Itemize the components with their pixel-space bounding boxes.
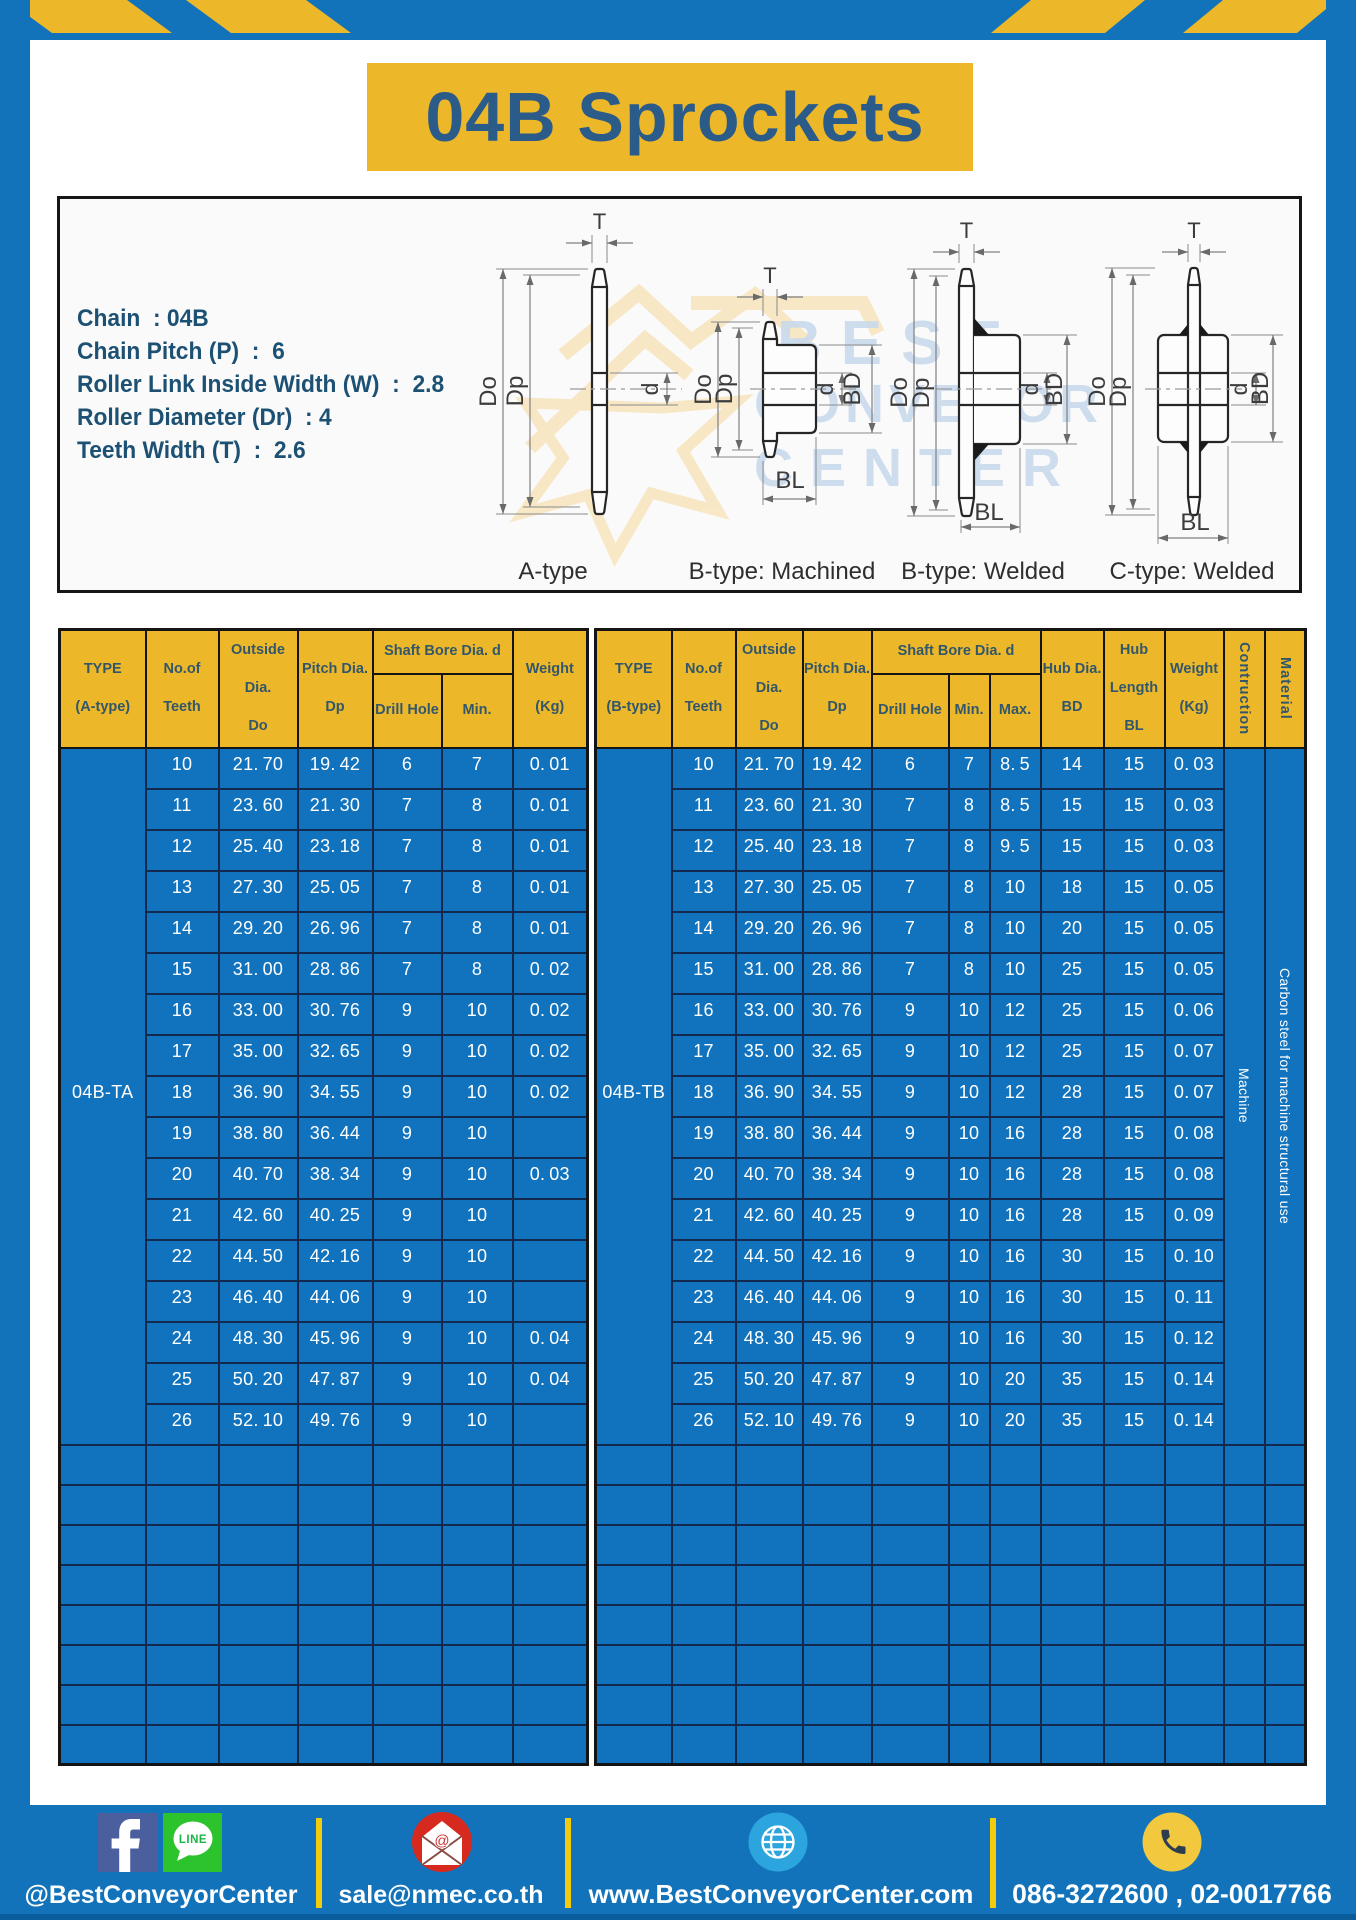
svg-text:C-type: Welded: C-type: Welded bbox=[1110, 558, 1275, 585]
svg-text:B-type: Welded: B-type: Welded bbox=[901, 558, 1065, 585]
svg-text:CENTER: CENTER bbox=[754, 438, 1078, 498]
svg-text:@: @ bbox=[434, 1833, 449, 1850]
svg-text:BD: BD bbox=[1247, 372, 1274, 405]
svg-text:Dp: Dp bbox=[502, 376, 529, 407]
svg-text:A-type: A-type bbox=[518, 558, 587, 585]
svg-text:Dp: Dp bbox=[1105, 377, 1132, 408]
svg-text:T: T bbox=[960, 218, 973, 243]
svg-text:T: T bbox=[1187, 218, 1200, 243]
svg-text:d: d bbox=[637, 383, 663, 396]
svg-text:d: d bbox=[1226, 383, 1252, 396]
svg-text:d: d bbox=[1017, 383, 1043, 396]
svg-text:BL: BL bbox=[974, 499, 1003, 526]
svg-text:LINE: LINE bbox=[179, 1834, 207, 1846]
svg-text:BD: BD bbox=[1041, 373, 1068, 406]
svg-text:www.BestConveyorCenter.com: www.BestConveyorCenter.com bbox=[588, 1879, 974, 1909]
svg-text:sale@nmec.co.th: sale@nmec.co.th bbox=[338, 1881, 543, 1909]
svg-text:Dp: Dp bbox=[711, 374, 738, 405]
svg-text:BL: BL bbox=[1180, 509, 1209, 536]
svg-text:B-type: Machined: B-type: Machined bbox=[689, 558, 876, 585]
svg-text:086-3272600 , 02-0017766: 086-3272600 , 02-0017766 bbox=[1012, 1879, 1332, 1909]
svg-text:Do: Do bbox=[886, 377, 913, 408]
svg-text:d: d bbox=[812, 383, 838, 396]
svg-text:BL: BL bbox=[775, 467, 804, 494]
svg-text:Do: Do bbox=[475, 376, 502, 407]
svg-text:@BestConveyorCenter: @BestConveyorCenter bbox=[24, 1881, 297, 1909]
svg-text:Do: Do bbox=[690, 374, 717, 405]
svg-text:T: T bbox=[593, 209, 606, 234]
svg-text:T: T bbox=[763, 263, 776, 288]
svg-text:Dp: Dp bbox=[908, 378, 935, 409]
svg-text:Do: Do bbox=[1084, 376, 1111, 407]
svg-text:BD: BD bbox=[839, 372, 866, 405]
